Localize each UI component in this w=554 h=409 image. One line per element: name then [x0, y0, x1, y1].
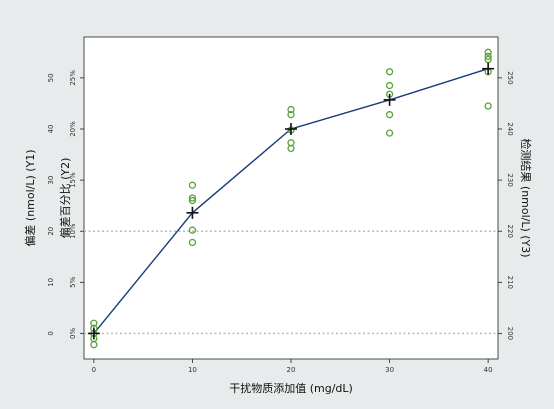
replicate-point [188, 181, 197, 189]
replicate-point [287, 111, 295, 119]
data-layer [87, 48, 495, 349]
reference-lines [84, 230, 498, 335]
replicate-point [385, 129, 394, 137]
y2-tick-label: 25% [69, 70, 77, 86]
x-tick-label: 30 [385, 366, 394, 374]
y2-tick-label: 20% [69, 121, 77, 137]
x-tick-label: 10 [188, 366, 197, 374]
replicate-point [188, 196, 197, 205]
replicate-point [188, 226, 197, 234]
y1-tick-label: 0 [47, 331, 55, 335]
y1-tick-label: 30 [47, 176, 55, 185]
plot-area [83, 36, 499, 360]
y1-tick-label: 10 [47, 278, 55, 287]
replicate-point [287, 105, 295, 114]
mean-point [186, 206, 199, 219]
replicate-point [385, 68, 394, 76]
y2-tick-label: 10% [69, 223, 77, 239]
mean-point [383, 93, 396, 106]
y1-axis-title: 偏差 (nmol/L) (Y1) [23, 149, 37, 246]
replicate-point [484, 52, 492, 61]
mean-point [482, 62, 495, 75]
y1-tick-label: 20 [47, 227, 55, 236]
replicate-point [484, 55, 492, 64]
x-tick-label: 40 [484, 366, 493, 374]
replicate-point [188, 238, 197, 247]
x-tick-label: 0 [92, 366, 96, 374]
replicate-point [287, 144, 295, 153]
y2-tick-label: 5% [69, 276, 77, 287]
mean-point [285, 123, 297, 135]
y1-tick-label: 40 [47, 125, 55, 134]
replicate-point [90, 341, 98, 349]
mean-point [87, 327, 100, 340]
y3-tick-label: 220 [506, 225, 514, 238]
y1-tick-label: 50 [47, 73, 55, 82]
y2-tick-label: 15% [69, 172, 77, 188]
y3-tick-label: 210 [506, 276, 514, 289]
y3-axis-title: 检测结果 (nmol/L) (Y3) [519, 138, 533, 257]
y3-tick-label: 240 [506, 122, 514, 135]
axes: 0 10 20 30 40 0 10 20 30 40 50 0% 5% 10% 15% 20% 25% 200 2… [47, 70, 514, 374]
y2-tick-label: 0% [69, 328, 77, 339]
x-axis-title: 干扰物质添加值 (mg/dL) [229, 381, 353, 395]
replicate-point [385, 81, 394, 90]
replicate-point [385, 111, 394, 119]
replicate-point [484, 48, 492, 56]
y3-tick-label: 230 [506, 173, 514, 186]
x-tick-label: 20 [287, 366, 296, 374]
y3-tick-label: 200 [506, 327, 514, 340]
y3-tick-label: 250 [506, 71, 514, 84]
replicate-point [90, 319, 98, 327]
replicate-point [484, 102, 492, 110]
y2-axis-title: 偏差百分比 (Y2) [58, 158, 72, 239]
replicate-point [188, 194, 197, 202]
